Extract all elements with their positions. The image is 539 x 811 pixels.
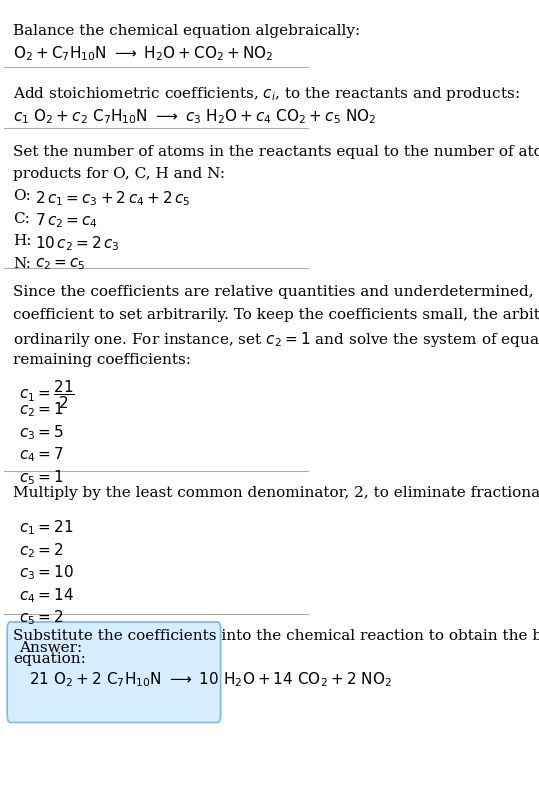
Text: $c_3 = 5$: $c_3 = 5$ [19, 423, 64, 441]
Text: Substitute the coefficients into the chemical reaction to obtain the balanced: Substitute the coefficients into the che… [13, 629, 539, 642]
Text: $c_1\ \mathrm{O_2} + c_2\ \mathrm{C_7H_{10}N} \ \longrightarrow \ c_3\ \mathrm{H: $c_1\ \mathrm{O_2} + c_2\ \mathrm{C_7H_{… [13, 107, 377, 126]
Text: $c_2 = 2$: $c_2 = 2$ [19, 540, 64, 559]
Text: C:: C: [13, 211, 30, 225]
Text: $c_4 = 14$: $c_4 = 14$ [19, 586, 74, 604]
Text: Set the number of atoms in the reactants equal to the number of atoms in the: Set the number of atoms in the reactants… [13, 144, 539, 159]
Text: $2\,c_1 = c_3 + 2\,c_4 + 2\,c_5$: $2\,c_1 = c_3 + 2\,c_4 + 2\,c_5$ [34, 189, 190, 208]
Text: ordinarily one. For instance, set $c_2 = 1$ and solve the system of equations fo: ordinarily one. For instance, set $c_2 =… [13, 330, 539, 349]
FancyBboxPatch shape [7, 622, 220, 723]
Text: $\mathrm{O_2 + C_7H_{10}N \ \longrightarrow \ H_2O + CO_2 + NO_2}$: $\mathrm{O_2 + C_7H_{10}N \ \longrightar… [13, 45, 274, 63]
Text: $21\ \mathrm{O_2} + 2\ \mathrm{C_7H_{10}N} \ \longrightarrow \ 10\ \mathrm{H_2O}: $21\ \mathrm{O_2} + 2\ \mathrm{C_7H_{10}… [29, 670, 391, 689]
Text: O:: O: [13, 189, 31, 203]
Text: H:: H: [13, 234, 32, 247]
Text: $c_1 = 21$: $c_1 = 21$ [19, 518, 74, 537]
Text: Answer:: Answer: [19, 640, 82, 654]
Text: products for O, C, H and N:: products for O, C, H and N: [13, 167, 225, 181]
Text: $7\,c_2 = c_4$: $7\,c_2 = c_4$ [34, 211, 98, 230]
Text: $10\,c_2 = 2\,c_3$: $10\,c_2 = 2\,c_3$ [34, 234, 119, 252]
Text: $c_2 = 1$: $c_2 = 1$ [19, 400, 64, 418]
Text: N:: N: [13, 256, 31, 270]
Text: coefficient to set arbitrarily. To keep the coefficients small, the arbitrary va: coefficient to set arbitrarily. To keep … [13, 307, 539, 321]
Text: $c_5 = 1$: $c_5 = 1$ [19, 467, 64, 486]
Text: remaining coefficients:: remaining coefficients: [13, 353, 191, 367]
Text: Multiply by the least common denominator, 2, to eliminate fractional coefficient: Multiply by the least common denominator… [13, 486, 539, 500]
Text: $c_2 = c_5$: $c_2 = c_5$ [34, 256, 85, 272]
Text: Balance the chemical equation algebraically:: Balance the chemical equation algebraica… [13, 24, 361, 38]
Text: $c_1 = \dfrac{21}{2}$: $c_1 = \dfrac{21}{2}$ [19, 377, 75, 410]
Text: $c_4 = 7$: $c_4 = 7$ [19, 444, 64, 464]
Text: Since the coefficients are relative quantities and underdetermined, choose a: Since the coefficients are relative quan… [13, 285, 539, 299]
Text: $c_5 = 2$: $c_5 = 2$ [19, 607, 64, 626]
Text: Add stoichiometric coefficients, $c_i$, to the reactants and products:: Add stoichiometric coefficients, $c_i$, … [13, 84, 520, 102]
Text: equation:: equation: [13, 651, 86, 665]
Text: $c_3 = 10$: $c_3 = 10$ [19, 563, 74, 581]
